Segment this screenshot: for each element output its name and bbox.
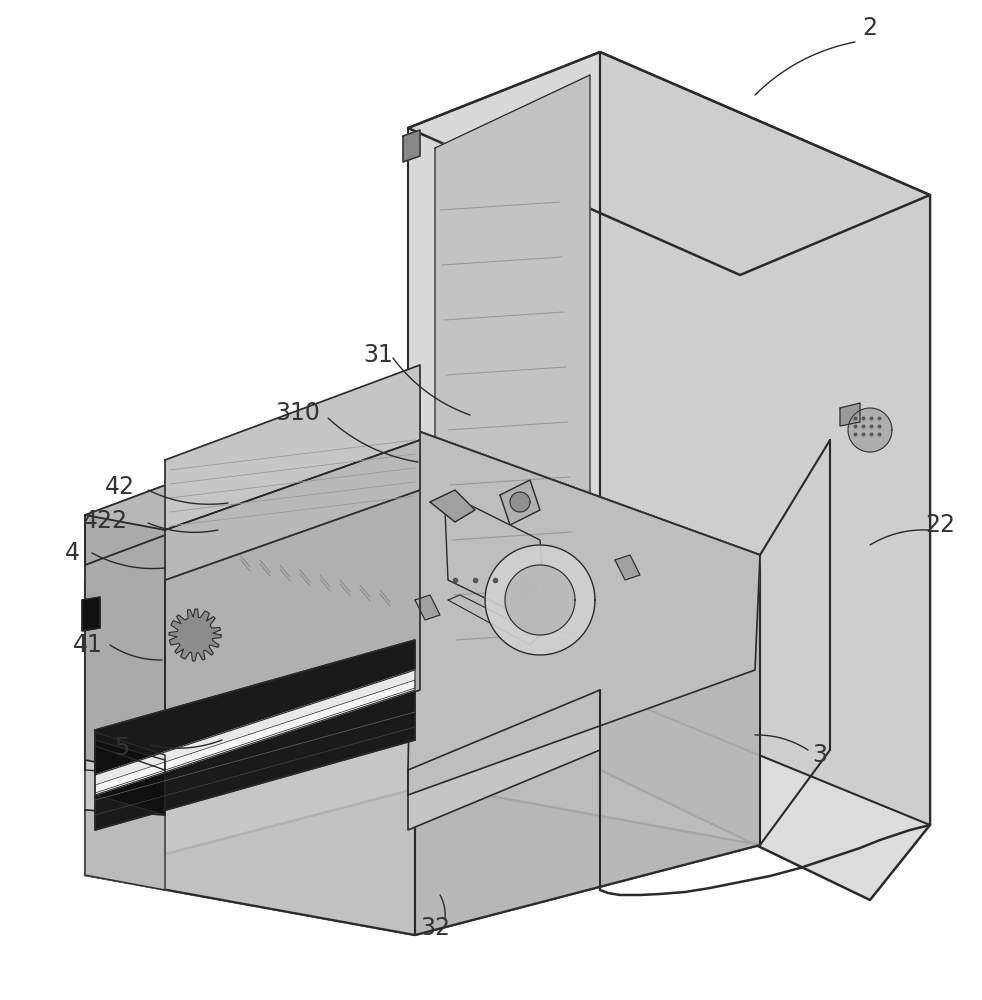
Polygon shape [85, 515, 165, 775]
Polygon shape [408, 52, 930, 275]
Polygon shape [505, 565, 575, 635]
Text: 422: 422 [82, 509, 128, 533]
Polygon shape [600, 52, 930, 825]
Text: 41: 41 [73, 633, 103, 657]
Text: 32: 32 [420, 916, 450, 940]
Polygon shape [848, 408, 892, 452]
Polygon shape [485, 545, 595, 655]
Text: 4: 4 [65, 541, 80, 565]
Polygon shape [415, 430, 760, 935]
Polygon shape [510, 492, 530, 512]
Polygon shape [82, 597, 100, 631]
Text: 2: 2 [862, 16, 878, 40]
Polygon shape [95, 670, 415, 795]
Polygon shape [435, 75, 590, 740]
Text: 310: 310 [276, 401, 320, 425]
Polygon shape [85, 785, 760, 935]
Text: 42: 42 [105, 475, 135, 499]
Polygon shape [403, 130, 420, 162]
Polygon shape [85, 770, 165, 815]
Text: 3: 3 [812, 743, 828, 767]
Polygon shape [85, 430, 760, 705]
Polygon shape [165, 365, 420, 530]
Text: 31: 31 [363, 343, 393, 367]
Polygon shape [500, 480, 540, 525]
Polygon shape [165, 490, 420, 775]
Polygon shape [840, 403, 860, 426]
Polygon shape [95, 732, 165, 770]
Polygon shape [448, 595, 540, 645]
Polygon shape [165, 440, 420, 580]
Polygon shape [408, 690, 600, 830]
Polygon shape [165, 440, 420, 580]
Polygon shape [408, 52, 600, 770]
Polygon shape [615, 555, 640, 580]
Text: 5: 5 [114, 736, 130, 760]
Polygon shape [95, 680, 415, 793]
Polygon shape [95, 640, 415, 830]
Polygon shape [169, 609, 221, 661]
Polygon shape [445, 500, 545, 620]
Polygon shape [600, 195, 930, 900]
Text: 22: 22 [925, 513, 955, 537]
Polygon shape [408, 430, 760, 795]
Polygon shape [515, 575, 540, 600]
Polygon shape [85, 430, 415, 935]
Polygon shape [95, 740, 165, 815]
Polygon shape [85, 390, 420, 565]
Polygon shape [430, 490, 475, 522]
Polygon shape [85, 810, 165, 890]
Polygon shape [415, 595, 440, 620]
